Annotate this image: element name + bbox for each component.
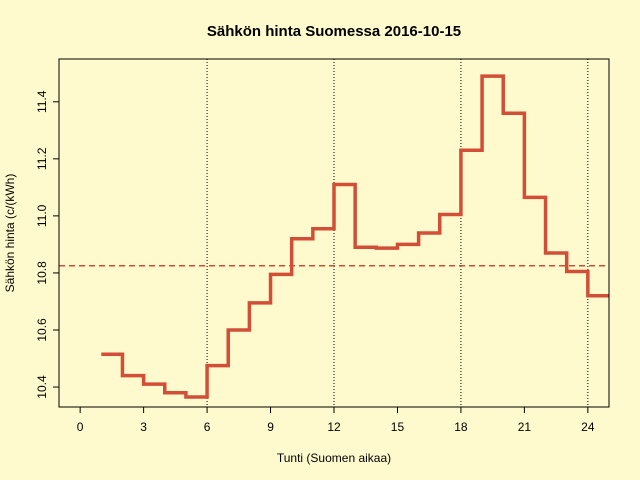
x-tick-label: 12 — [327, 420, 341, 434]
series-line-0 — [101, 74, 609, 399]
y-tick-label: 10.8 — [35, 261, 49, 285]
y-tick-label: 11.4 — [35, 90, 49, 113]
x-tick-label: 6 — [204, 420, 211, 434]
y-axis-label: Sähkön hinta (c/(kWh) — [3, 174, 17, 293]
reference-lines — [206, 59, 589, 407]
y-tick-label: 10.6 — [35, 318, 49, 342]
x-tick-label: 3 — [140, 420, 147, 434]
y-tick-label: 11.0 — [35, 204, 49, 227]
series-group — [101, 74, 609, 399]
x-axis-label: Tunti (Suomen aikaa) — [277, 451, 391, 465]
x-tick-label: 15 — [391, 420, 405, 434]
x-tick-label: 18 — [454, 420, 468, 434]
y-axis: 10.4 10.6 10.8 11.0 11.2 11.4 — [35, 90, 60, 399]
y-tick-label: 10.4 — [35, 375, 49, 399]
x-tick-label: 0 — [77, 420, 84, 434]
x-tick-label: 9 — [267, 420, 274, 434]
chart-title: Sähkön hinta Suomessa 2016-10-15 — [207, 23, 461, 40]
x-axis: 0 3 6 9 12 15 18 21 24 — [77, 406, 595, 434]
x-tick-label: 24 — [581, 420, 595, 434]
x-tick-label: 21 — [518, 420, 532, 434]
y-tick-label: 11.2 — [35, 147, 49, 170]
